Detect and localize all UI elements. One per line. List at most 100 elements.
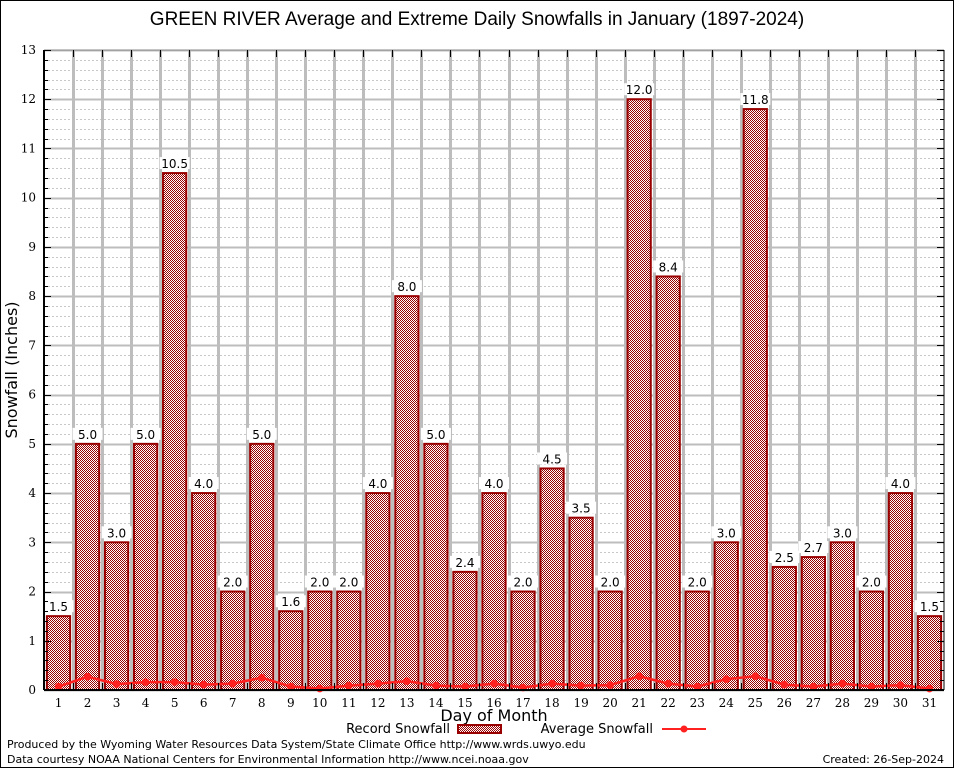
bar-label-bg [246, 427, 277, 440]
bar-label-bg [885, 477, 916, 490]
bar-value-label: 4.5 [543, 452, 562, 466]
record-bar [771, 565, 797, 692]
y-tick-label: 8 [28, 289, 36, 303]
average-point [228, 679, 237, 688]
record-bar [162, 172, 188, 692]
average-point [141, 678, 150, 686]
bar-value-label: 2.7 [804, 541, 823, 555]
bar-value-label: 4.0 [368, 477, 387, 491]
bar-label-bg [624, 83, 655, 96]
bar-label-bg [362, 477, 393, 490]
bar-value-label: 5.0 [78, 428, 97, 442]
record-bar [597, 590, 623, 691]
record-bar [74, 442, 101, 691]
record-bar [45, 615, 72, 692]
bar-value-label: 1.5 [920, 600, 939, 614]
bar-value-label: 3.0 [833, 526, 852, 540]
record-bar [307, 590, 333, 691]
legend-record-swatch [457, 724, 502, 734]
record-bar [394, 295, 420, 691]
record-bar [568, 516, 594, 692]
y-tick-label: 13 [21, 43, 36, 57]
y-tick-label: 12 [21, 92, 36, 106]
x-tick-label: 20 [602, 696, 617, 710]
bar-value-label: 2.0 [513, 576, 532, 590]
record-bar [191, 492, 217, 692]
record-bar [655, 275, 681, 691]
bar-value-label: 10.5 [161, 157, 188, 171]
record-bar [220, 590, 246, 691]
bar-value-label: 11.8 [742, 93, 769, 107]
record-bar [887, 492, 914, 692]
bar-value-label: 8.0 [397, 280, 416, 294]
average-point [722, 675, 731, 683]
x-tick-label: 11 [341, 696, 356, 710]
record-bar [829, 541, 855, 691]
average-point [432, 681, 440, 690]
y-axis-label: Snowfall (Inches) [2, 301, 21, 438]
y-tick-label: 9 [28, 240, 36, 254]
record-bar [249, 442, 275, 691]
legend-record-label: Record Snowfall [346, 722, 450, 737]
record-bar [800, 556, 826, 691]
y-tick-label: 6 [28, 388, 36, 402]
bar-label-bg [682, 575, 713, 588]
average-point [693, 682, 702, 691]
bar-value-label: 12.0 [626, 83, 653, 97]
average-point [606, 681, 614, 689]
y-tick-label: 7 [28, 338, 36, 352]
y-tick-label: 4 [28, 486, 36, 500]
x-tick-label: 28 [835, 696, 850, 710]
bar-label-bg [595, 575, 626, 588]
bar-label-bg [740, 93, 771, 106]
x-tick-label: 16 [486, 696, 501, 710]
bar-value-label: 4.0 [194, 477, 213, 491]
x-tick-label: 9 [287, 696, 295, 710]
x-tick-label: 31 [922, 696, 937, 710]
x-tick-label: 23 [690, 696, 705, 710]
x-tick-label: 12 [370, 696, 385, 710]
y-tick-label: 5 [28, 437, 36, 451]
bar-label-bg [188, 477, 219, 490]
x-tick-label: 21 [632, 696, 647, 710]
x-tick-label: 27 [806, 696, 821, 710]
bar-label-bg [856, 575, 887, 588]
bar-label-bg [508, 575, 539, 588]
bar-label-bg [101, 526, 132, 539]
bar-label-bg [43, 600, 74, 613]
y-tick-label: 11 [21, 141, 36, 155]
x-tick-label: 25 [748, 696, 763, 710]
average-point [838, 679, 847, 688]
average-point [809, 682, 818, 691]
bar-label-bg [769, 550, 800, 563]
record-bar [742, 108, 768, 692]
bar-labels: 1.5 5.0 3.0 5.0 10.5 4.0 2.0 5.0 1.6 2.0 2.0 4.0 8.0… [43, 83, 945, 614]
bar-label-bg [130, 427, 161, 440]
bar-value-label: 4.0 [891, 477, 910, 491]
bar-label-bg [333, 575, 364, 588]
average-line-group [54, 672, 934, 693]
bar-label-bg [566, 501, 597, 514]
bar-label-bg [391, 280, 422, 293]
record-bar [278, 610, 304, 692]
bar-value-label: 3.5 [572, 502, 591, 516]
y-tick-label: 0 [28, 683, 36, 697]
bar-label-bg [914, 600, 945, 613]
bar-label-bg [479, 477, 509, 490]
bar-value-label: 4.0 [484, 477, 503, 491]
bar-value-label: 5.0 [252, 428, 271, 442]
x-tick-label: 18 [544, 696, 559, 710]
average-point [490, 679, 498, 688]
x-tick-label: 7 [229, 696, 237, 710]
bar-value-label: 2.0 [688, 576, 707, 590]
record-bar [539, 467, 565, 692]
x-tick-label: 5 [171, 696, 179, 710]
bar-label-bg [798, 541, 829, 554]
average-point [345, 681, 353, 690]
y-tick-label: 10 [21, 191, 36, 205]
bar-label-bg [537, 452, 568, 465]
x-tick-label: 24 [719, 696, 735, 710]
record-bar [481, 492, 507, 692]
